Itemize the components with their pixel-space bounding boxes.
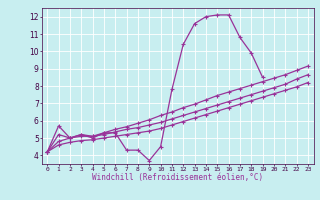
X-axis label: Windchill (Refroidissement éolien,°C): Windchill (Refroidissement éolien,°C)	[92, 173, 263, 182]
